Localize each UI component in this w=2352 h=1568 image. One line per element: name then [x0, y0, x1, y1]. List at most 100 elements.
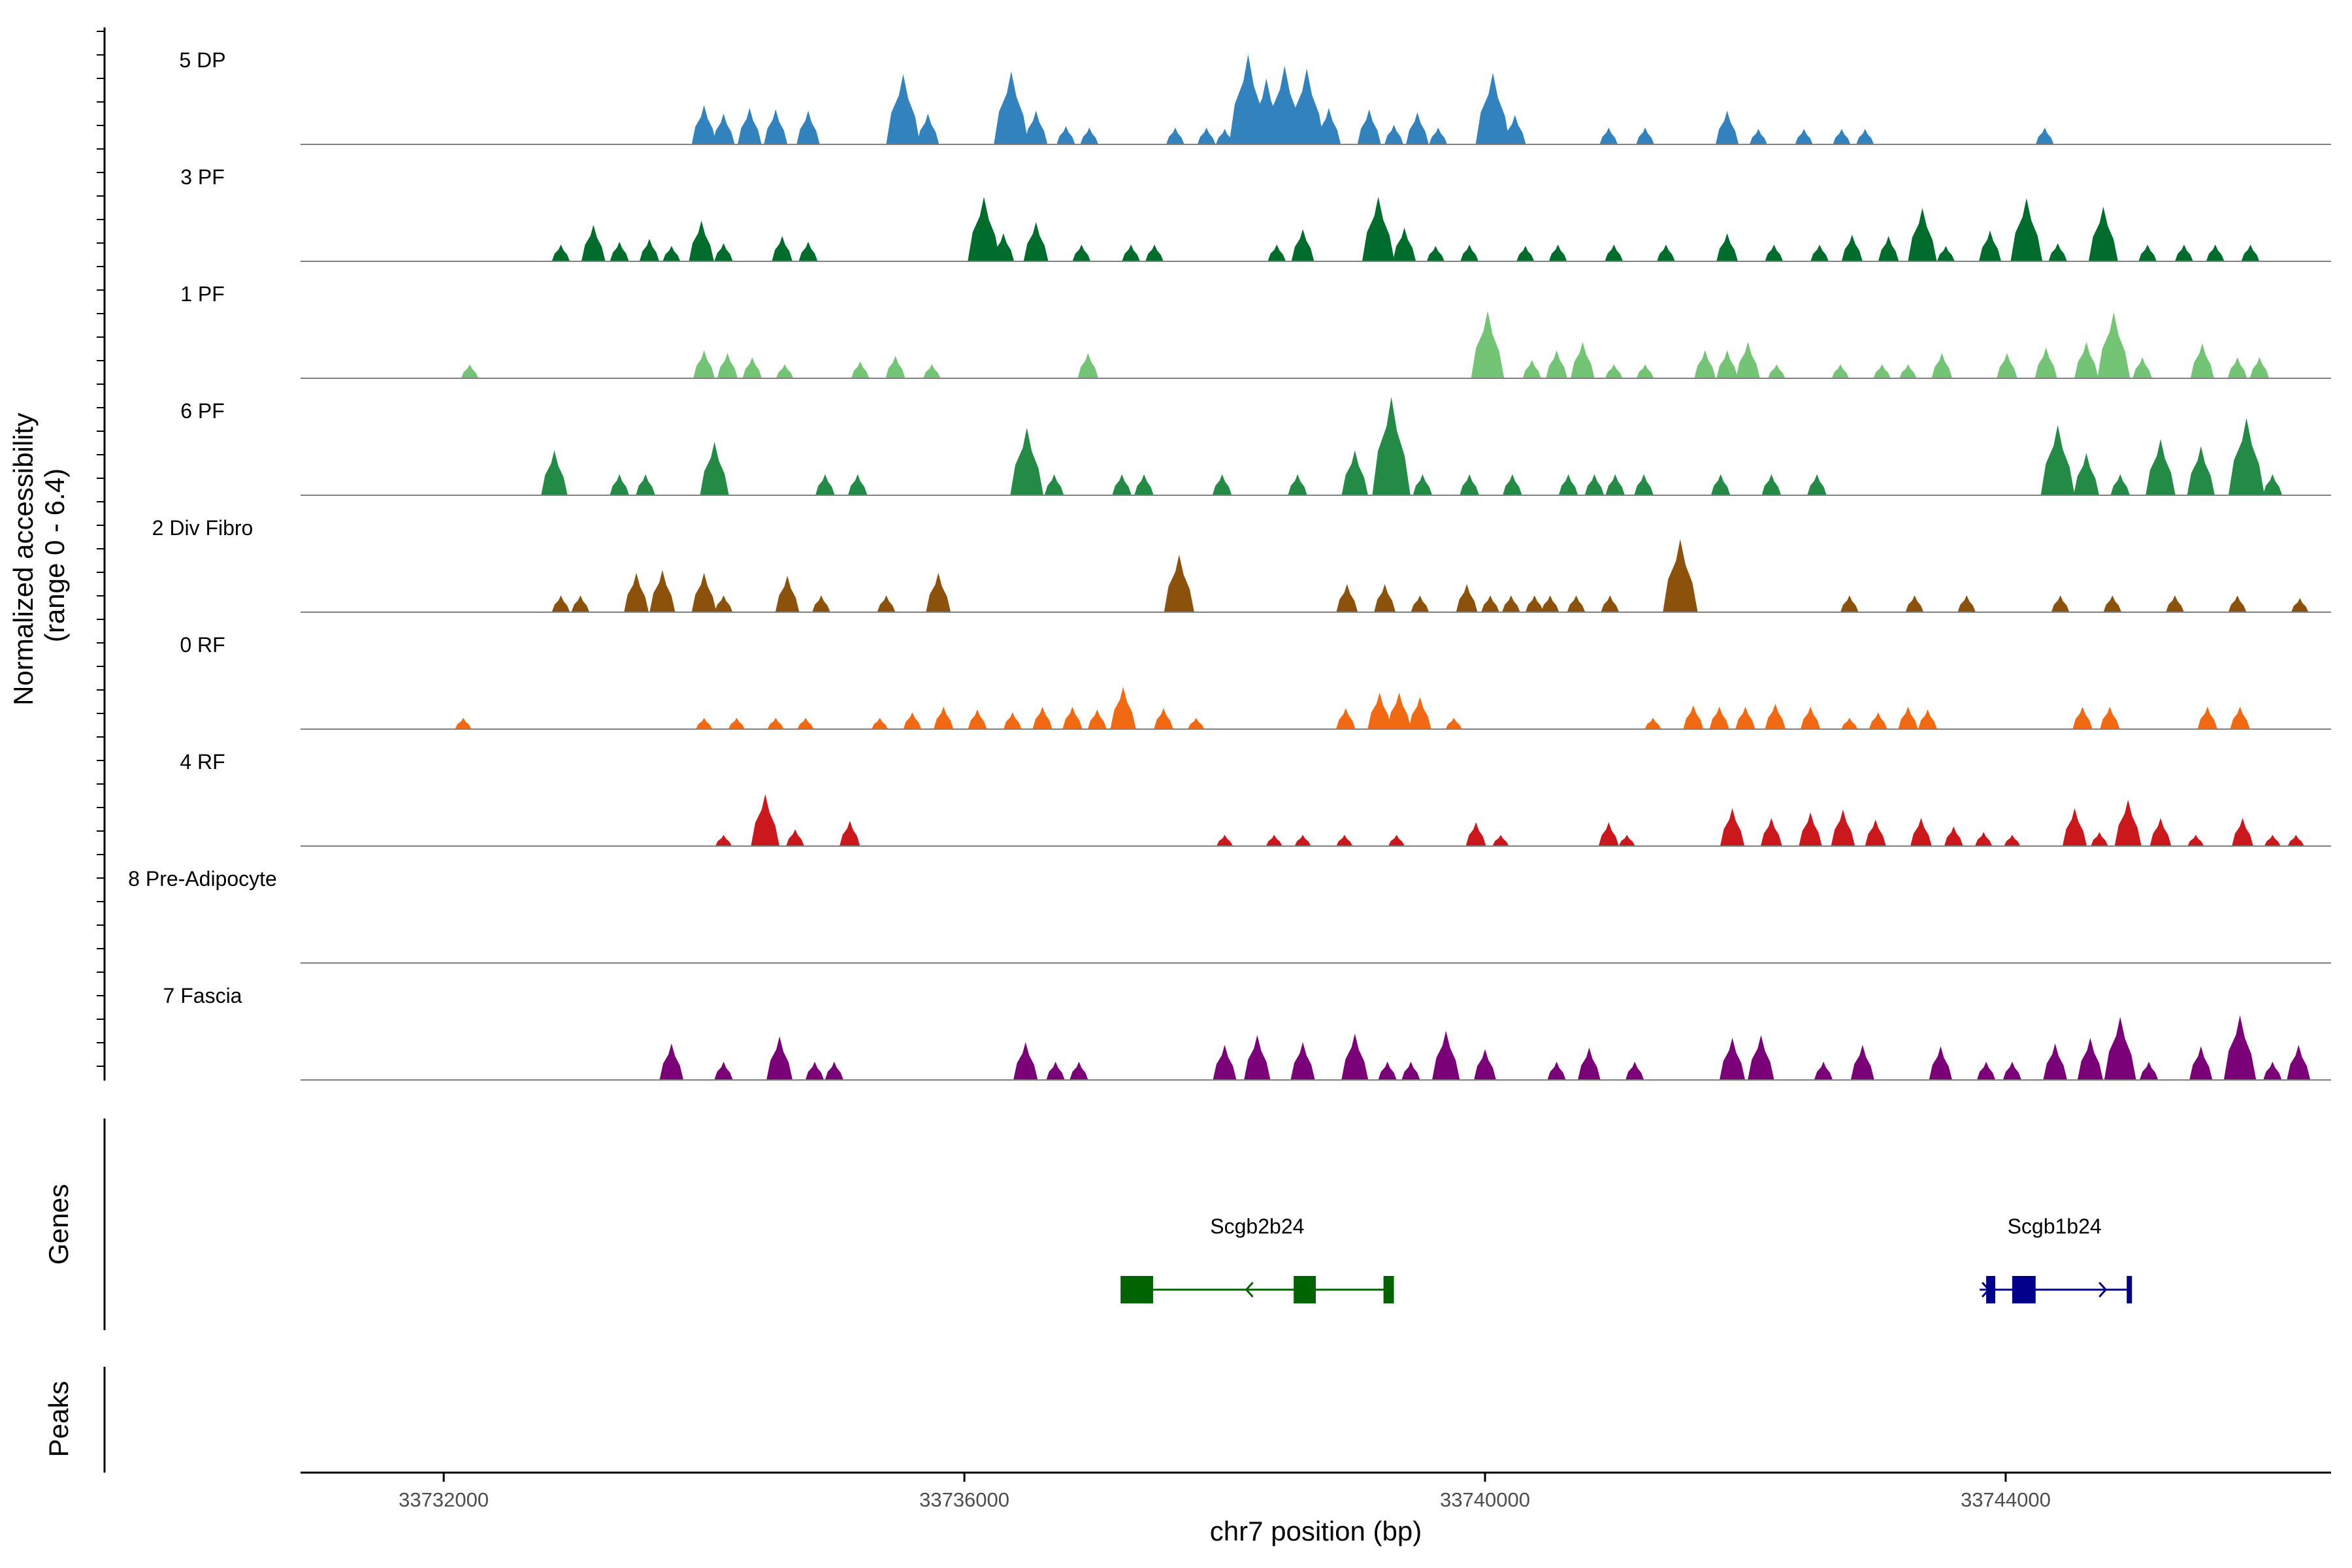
coverage-peak: [1046, 1062, 1065, 1080]
coverage-peak: [1474, 1049, 1496, 1080]
coverage-peak: [2073, 453, 2099, 495]
coverage-peak: [1748, 1035, 1774, 1080]
coverage-peak: [1522, 360, 1541, 378]
coverage-peak: [1547, 1062, 1566, 1080]
coverage-peak: [1605, 244, 1624, 261]
coverage-peak: [1749, 129, 1767, 144]
coverage-peak: [926, 572, 951, 612]
coverage-peak: [2072, 706, 2093, 729]
coverage-peak: [1850, 1045, 1874, 1080]
coverage-peak: [1188, 717, 1205, 729]
coverage-peak: [461, 364, 479, 378]
coverage-peak: [2088, 206, 2118, 261]
coverage-peak: [2103, 595, 2122, 612]
coverage-peak: [1760, 818, 1782, 846]
coverage-peak: [2091, 832, 2108, 846]
coverage-peak: [796, 110, 820, 144]
coverage-peak: [1910, 818, 1932, 846]
coverage-peak: [728, 717, 745, 729]
coverage-peak: [2048, 243, 2067, 261]
coverage-peak: [1413, 474, 1433, 495]
coverage-peak: [1456, 584, 1478, 612]
coverage-peak: [2232, 818, 2253, 846]
coverage-peak: [662, 246, 681, 261]
coverage-peak: [772, 236, 792, 261]
coverage-peak: [551, 244, 570, 261]
coverage-peak: [1636, 127, 1654, 144]
coverage-peak: [738, 108, 762, 144]
coverage-peak: [571, 595, 590, 612]
coverage-peak: [1475, 73, 1511, 144]
coverage-peak: [1625, 1062, 1644, 1080]
coverage-peak: [1267, 244, 1286, 261]
coverage-peak: [2262, 474, 2283, 495]
coverage-peak: [825, 1062, 843, 1080]
x-tick-label: 33736000: [919, 1488, 1009, 1511]
coverage-peak: [1411, 595, 1429, 612]
coverage-peak: [1460, 474, 1479, 495]
coverage-peak: [1374, 584, 1396, 612]
coverage-peak: [581, 225, 606, 261]
coverage-peak: [968, 197, 1000, 261]
coverage-peak: [2249, 357, 2270, 378]
coverage-peak: [923, 364, 941, 378]
coverage-peak: [1367, 693, 1392, 729]
strand-arrow: [1245, 1281, 1254, 1298]
track-5-dp: 5 DP: [179, 48, 2331, 145]
coverage-peak: [717, 353, 738, 378]
coverage-peak: [2138, 244, 2157, 261]
coverage-peak: [1357, 109, 1381, 144]
coverage-peak: [1336, 834, 1353, 846]
coverage-peak: [1406, 112, 1429, 144]
coverage-peak: [767, 717, 784, 729]
coverage-peak: [636, 474, 655, 495]
coverage-peak: [1341, 1034, 1369, 1080]
coverage-peak: [712, 113, 735, 144]
coverage-peak: [610, 474, 629, 495]
coverage-peak: [1023, 221, 1049, 261]
coverage-peak: [1080, 127, 1099, 144]
coverage-peak: [1336, 584, 1358, 612]
coverage-peak: [1197, 127, 1216, 144]
coverage-peak: [1997, 353, 2017, 378]
coverage-peak: [1166, 127, 1184, 144]
coverage-peak: [805, 1062, 825, 1080]
coverage-peak: [1869, 712, 1887, 729]
coverage-peak: [751, 794, 780, 846]
coverage-peak: [1432, 1030, 1460, 1080]
track-label: 3 PF: [180, 165, 225, 189]
coverage-peak: [2043, 1043, 2067, 1080]
coverage-peak: [2206, 244, 2225, 261]
coverage-peak: [551, 595, 570, 612]
coverage-peak: [1873, 364, 1891, 378]
coverage-peak: [1801, 706, 1821, 729]
coverage-peak: [1979, 230, 2002, 261]
genes-panel-title: Genes: [43, 1184, 74, 1265]
coverage-peak: [1694, 350, 1716, 378]
coverage-peak: [1865, 819, 1886, 846]
coverage-peak: [2100, 706, 2120, 729]
coverage-peak: [1719, 1037, 1746, 1080]
coverage-peak: [1598, 822, 1619, 846]
coverage-peak: [1908, 208, 1937, 261]
coverage-peak: [1112, 474, 1132, 495]
coverage-peak: [714, 595, 733, 612]
coverage-peak: [840, 821, 860, 846]
coverage-peak: [1387, 693, 1411, 729]
coverage-tracks: 5 DP 3 PF 1 PF 6 PF 2 Div Fibro 0 RF 4 RF 8 Pre…: [128, 48, 2331, 1081]
coverage-peak: [1212, 474, 1232, 495]
coverage-peak: [1605, 474, 1625, 495]
coverage-peak: [2139, 1062, 2159, 1080]
coverage-peak: [1244, 1035, 1271, 1080]
coverage-peak: [2002, 1062, 2021, 1080]
coverage-peak: [1765, 704, 1786, 729]
coverage-peak: [1709, 706, 1729, 729]
coverage-peak: [1288, 474, 1307, 495]
coverage-peak: [1429, 127, 1448, 144]
coverage-peak: [1918, 709, 1937, 729]
coverage-peak: [1601, 595, 1620, 612]
coverage-peak: [1578, 1047, 1601, 1080]
coverage-peak: [766, 1036, 793, 1080]
coverage-peak: [1024, 110, 1048, 144]
